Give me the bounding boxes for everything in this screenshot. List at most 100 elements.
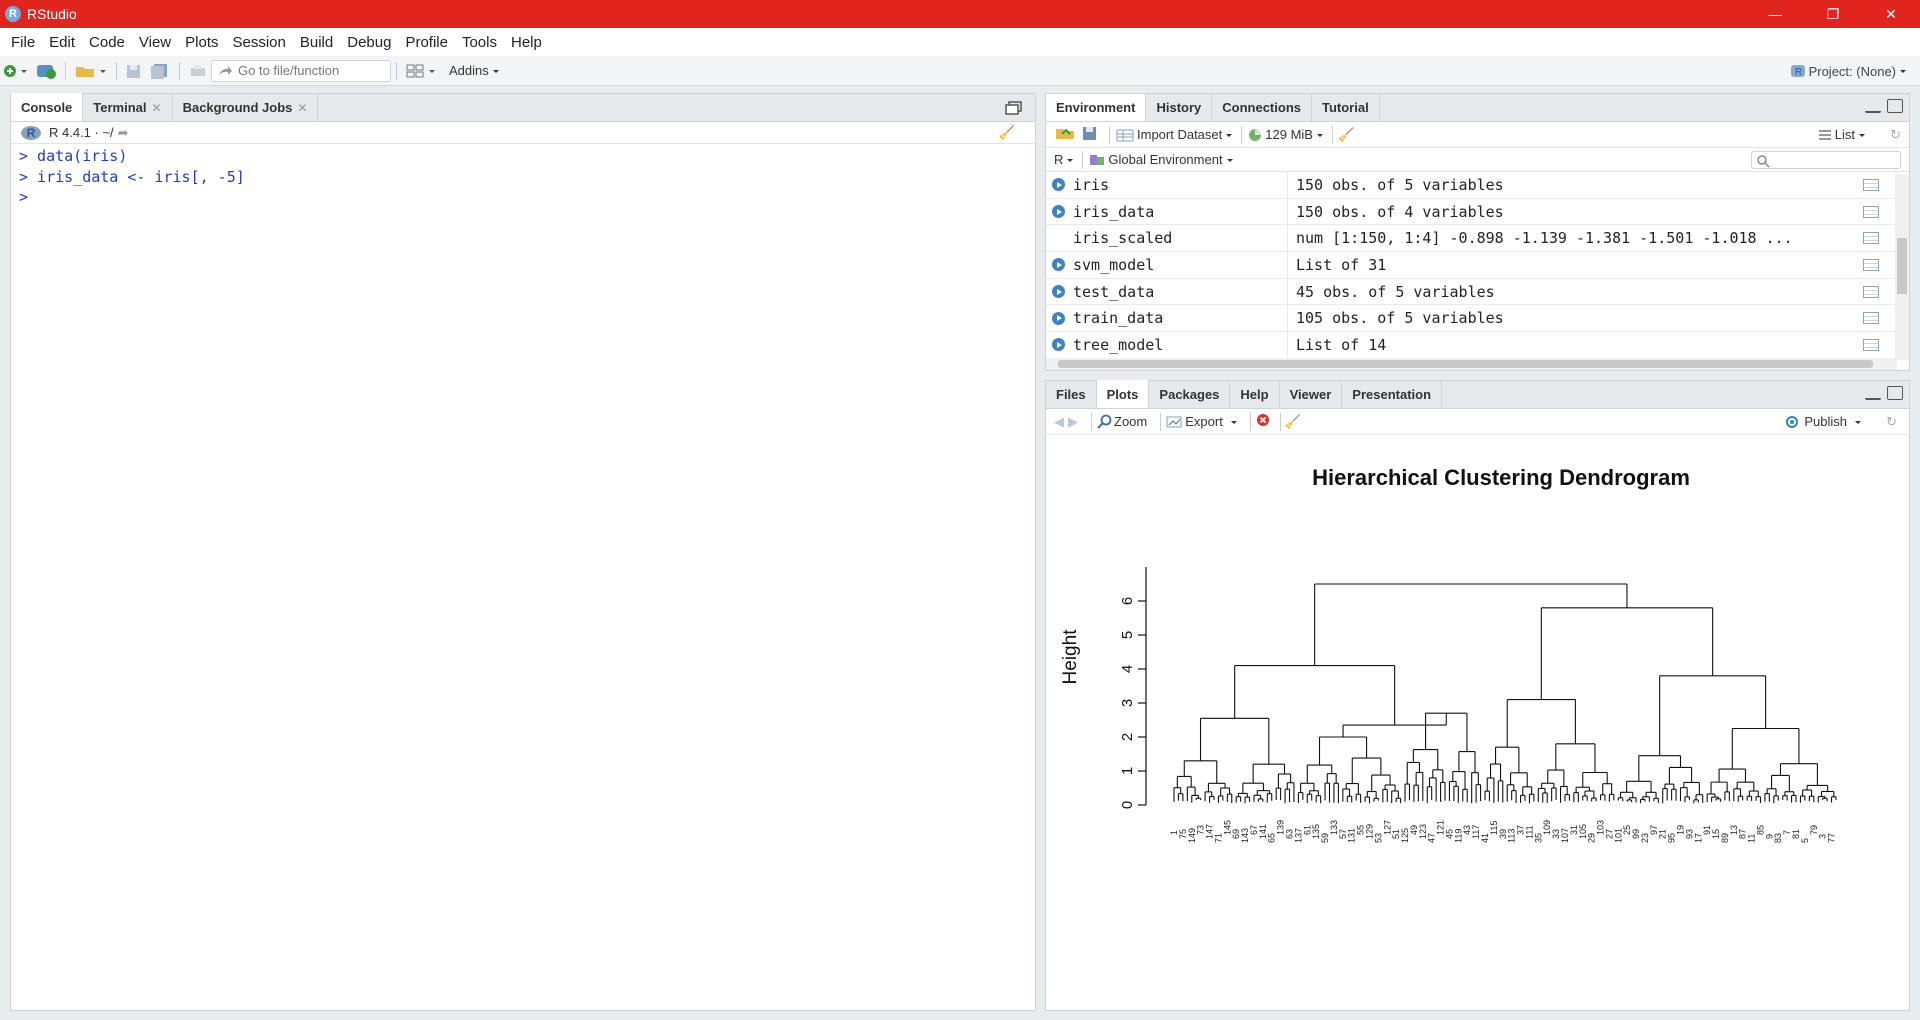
leaf-label: 15 — [1711, 829, 1721, 839]
tab-terminal[interactable]: Terminal ✕ — [83, 94, 173, 121]
tab-label: Environment — [1056, 99, 1136, 115]
env-row-iris-scaled[interactable]: iris_scaled num [1:150, 1:4] -0.898 -1.13… — [1046, 225, 1909, 253]
remove-plot-icon[interactable] — [1255, 412, 1271, 431]
minimize-pane-icon[interactable] — [1865, 107, 1881, 113]
view-data-icon[interactable] — [1863, 258, 1879, 271]
view-data-icon[interactable] — [1863, 312, 1879, 325]
save-workspace-icon[interactable] — [1082, 125, 1098, 144]
clear-console-icon[interactable]: 🧹 — [998, 124, 1015, 140]
tab-viewer[interactable]: Viewer — [1280, 381, 1343, 408]
menu-file[interactable]: File — [11, 33, 36, 51]
expand-arrow-icon[interactable] — [1052, 258, 1065, 272]
import-dataset-button[interactable]: Import Dataset — [1115, 127, 1236, 142]
env-row-iris[interactable]: iris 150 obs. of 5 variables — [1046, 172, 1909, 199]
refresh-icon[interactable]: ↻ — [1886, 413, 1897, 429]
view-data-icon[interactable] — [1863, 178, 1879, 191]
tab-tutorial[interactable]: Tutorial — [1312, 94, 1380, 121]
tab-console[interactable]: Console — [11, 93, 84, 121]
menu-code[interactable]: Code — [89, 33, 125, 51]
env-row-tree-model[interactable]: tree_model List of 14 — [1046, 332, 1909, 359]
menu-view[interactable]: View — [138, 33, 172, 51]
minimize-button[interactable]: — — [1768, 6, 1782, 22]
close-tab-icon[interactable]: ✕ — [297, 100, 308, 115]
tab-background-jobs[interactable]: Background Jobs ✕ — [173, 94, 319, 121]
language-menu[interactable]: R — [1054, 152, 1077, 167]
expand-arrow-icon[interactable] — [1052, 285, 1065, 299]
tab-label: Connections — [1222, 100, 1301, 115]
menu-tools[interactable]: Tools — [461, 33, 497, 51]
view-mode-menu[interactable]: List — [1817, 127, 1869, 142]
close-button[interactable]: ✕ — [1885, 5, 1897, 22]
tab-packages[interactable]: Packages — [1149, 381, 1231, 408]
expand-arrow-icon[interactable] — [1052, 205, 1065, 219]
scope-menu[interactable]: Global Environment — [1088, 152, 1236, 167]
maximize-pane-icon[interactable] — [1887, 99, 1903, 113]
variable-value: 45 obs. of 5 variables — [1296, 282, 1495, 301]
tab-help[interactable]: Help — [1230, 381, 1280, 408]
refresh-icon[interactable]: ↻ — [1890, 126, 1901, 142]
menu-profile[interactable]: Profile — [405, 33, 448, 51]
memory-usage-button[interactable]: 129 MiB — [1247, 127, 1327, 142]
tab-presentation[interactable]: Presentation — [1342, 381, 1443, 408]
view-data-icon[interactable] — [1863, 338, 1879, 351]
tab-history[interactable]: History — [1146, 94, 1213, 121]
variable-name: svm_model — [1073, 255, 1155, 274]
view-data-icon[interactable] — [1863, 285, 1879, 298]
new-project-button[interactable] — [32, 59, 60, 83]
restore-pane-icon[interactable] — [1005, 101, 1023, 118]
tab-label: Terminal — [93, 100, 147, 115]
view-data-icon[interactable] — [1863, 232, 1879, 245]
tab-connections[interactable]: Connections — [1212, 94, 1312, 121]
goto-file-input[interactable]: Go to file/function — [211, 59, 391, 82]
env-vertical-scrollbar[interactable] — [1895, 174, 1909, 360]
env-row-iris-data[interactable]: iris_data 150 obs. of 4 variables — [1046, 198, 1909, 226]
console-info-bar: R R 4.4.1 · ~/ ➦ 🧹 — [11, 122, 1035, 144]
env-row-test-data[interactable]: test_data 45 obs. of 5 variables — [1046, 278, 1909, 306]
scrollbar-thumb[interactable] — [1058, 360, 1873, 368]
zoom-button[interactable]: Zoom — [1096, 414, 1151, 430]
menu-build[interactable]: Build — [299, 33, 334, 51]
scrollbar-thumb[interactable] — [1897, 238, 1907, 294]
expand-arrow-icon[interactable] — [1052, 178, 1065, 192]
console-prompt[interactable]: > — [19, 188, 29, 206]
leaf-label: 113 — [1507, 829, 1517, 843]
menu-help[interactable]: Help — [511, 33, 542, 51]
menu-session[interactable]: Session — [232, 33, 286, 51]
publish-menu[interactable]: Publish — [1784, 414, 1865, 429]
open-file-button[interactable] — [71, 59, 111, 83]
project-icon: R — [1790, 65, 1805, 78]
env-row-svm-model[interactable]: svm_model List of 31 — [1046, 252, 1909, 279]
save-all-button[interactable] — [146, 59, 174, 83]
expand-arrow-icon[interactable] — [1052, 311, 1065, 325]
pane-layout-button[interactable] — [402, 59, 442, 83]
maximize-pane-icon[interactable] — [1887, 386, 1903, 400]
env-horizontal-scrollbar[interactable] — [1046, 358, 1897, 370]
clear-workspace-icon[interactable]: 🧹 — [1337, 126, 1355, 142]
tab-environment[interactable]: Environment — [1046, 94, 1147, 121]
env-search-input[interactable] — [1751, 151, 1901, 169]
print-button[interactable] — [185, 59, 211, 83]
menu-edit[interactable]: Edit — [49, 33, 76, 51]
new-file-button[interactable] — [0, 59, 32, 83]
console-output[interactable]: > data(iris) > iris_data <- iris[, -5] > — [11, 144, 1035, 210]
back-arrow-icon[interactable]: ◀ — [1054, 413, 1064, 429]
minimize-pane-icon[interactable] — [1865, 394, 1881, 400]
restore-button[interactable]: ❐ — [1826, 5, 1840, 22]
close-tab-icon[interactable]: ✕ — [151, 100, 162, 115]
view-data-icon[interactable] — [1863, 205, 1879, 218]
save-button[interactable] — [122, 59, 146, 83]
forward-arrow-icon[interactable]: ▶ — [1068, 413, 1078, 429]
menu-debug[interactable]: Debug — [347, 33, 392, 51]
tab-plots[interactable]: Plots — [1096, 380, 1150, 408]
project-menu[interactable]: R Project: (None) — [1789, 56, 1910, 86]
goto-dir-icon[interactable]: ➦ — [117, 124, 129, 140]
clear-plots-icon[interactable]: 🧹 — [1284, 413, 1301, 429]
expand-arrow-icon[interactable] — [1052, 338, 1065, 352]
load-workspace-icon[interactable] — [1054, 125, 1076, 144]
export-menu[interactable]: Export — [1165, 414, 1241, 429]
open-folder-icon — [76, 66, 106, 77]
menu-plots[interactable]: Plots — [185, 33, 219, 51]
tab-files[interactable]: Files — [1046, 381, 1097, 408]
addins-menu[interactable]: Addins — [446, 59, 506, 83]
env-row-train-data[interactable]: train_data 105 obs. of 5 variables — [1046, 305, 1909, 333]
